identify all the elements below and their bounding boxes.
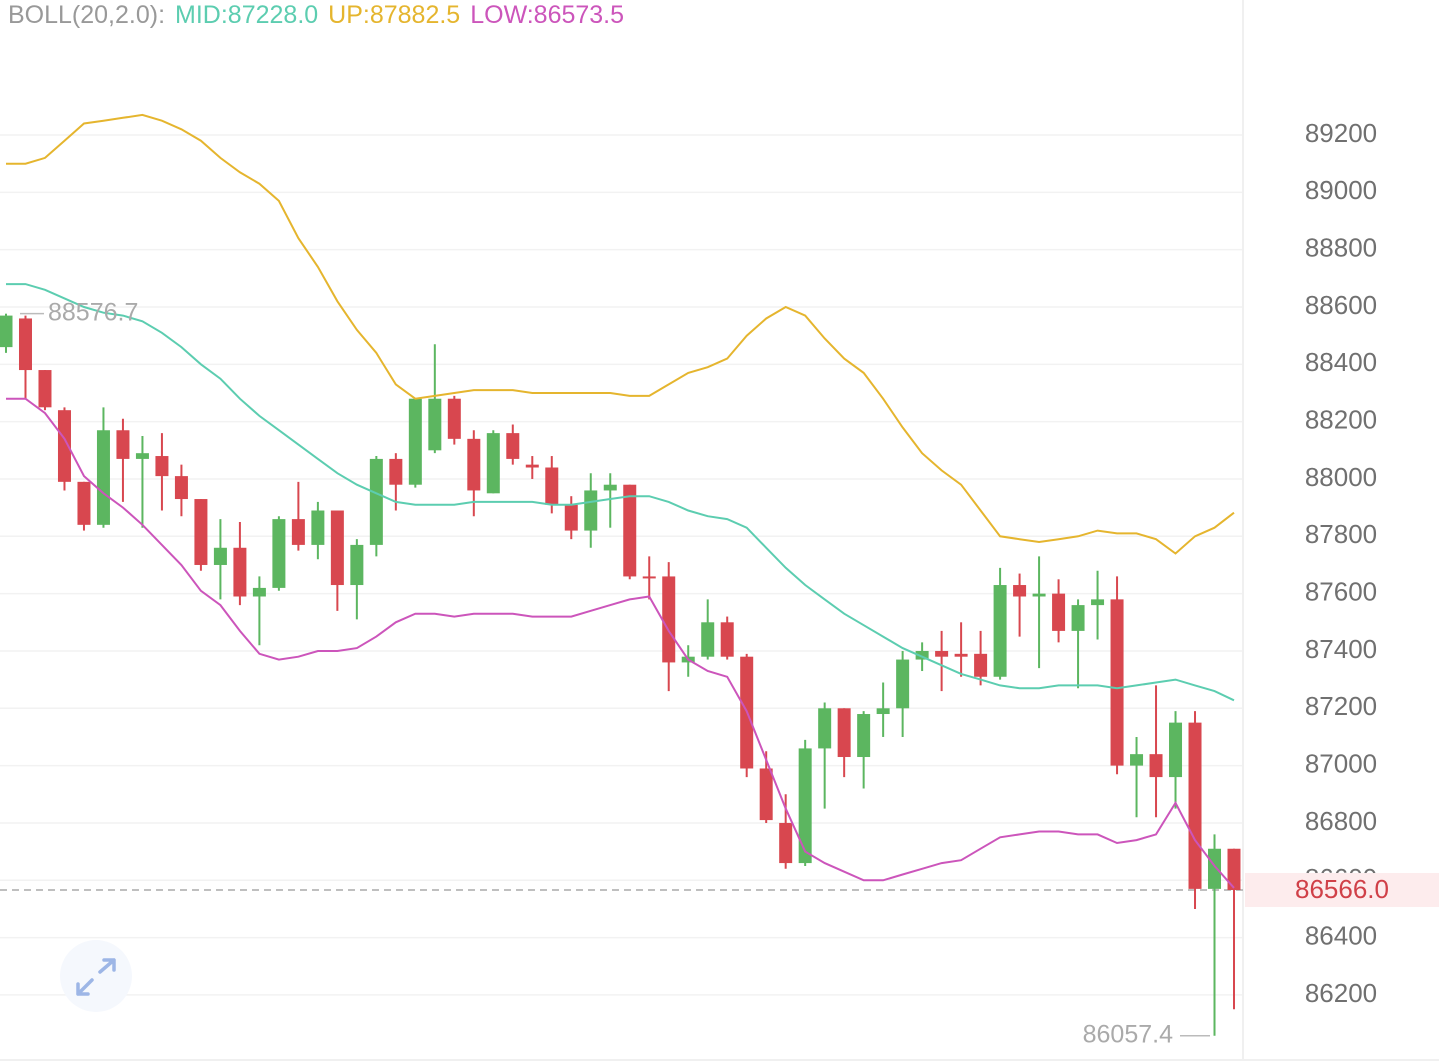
candle-body (759, 768, 773, 821)
candle-body (155, 456, 169, 477)
band-line (6, 397, 1235, 889)
candle-body (213, 547, 227, 565)
current-price-label: 86566.0 (1295, 874, 1389, 904)
candle-body (896, 659, 910, 709)
y-tick-label: 87800 (1305, 519, 1377, 549)
y-tick-label: 89000 (1305, 175, 1377, 205)
candle-body (662, 576, 676, 663)
candle-body (428, 398, 442, 451)
candle-body (857, 714, 871, 758)
y-tick-label: 86400 (1305, 920, 1377, 950)
y-tick-label: 89200 (1305, 118, 1377, 148)
candle-body (1013, 585, 1027, 597)
indicator-label: BOLL(20,2.0): (8, 1, 165, 29)
candle-body (57, 410, 71, 482)
candle-body (467, 438, 481, 491)
candle-body (194, 499, 208, 565)
candle-body (18, 318, 32, 371)
candle-body (272, 519, 286, 588)
y-tick-label: 88800 (1305, 233, 1377, 263)
legend-entry: UP:87882.5 (328, 1, 460, 29)
candle-body (545, 467, 559, 505)
candle-body (1071, 605, 1085, 631)
candle-body (954, 653, 968, 657)
candle-body (993, 585, 1007, 677)
candle-body (525, 464, 539, 468)
candle-body (330, 510, 344, 586)
candle-body (974, 653, 988, 677)
candle-body (389, 458, 403, 485)
candle-body (291, 519, 305, 545)
candle-body (915, 650, 929, 660)
candle-body (77, 481, 91, 525)
candle-body (486, 433, 500, 494)
candle-body (1091, 599, 1105, 606)
candle-body (1208, 848, 1222, 889)
legend-entry: LOW:86573.5 (470, 1, 624, 29)
candle-body (506, 433, 520, 459)
candle-body (96, 430, 110, 525)
band-line (6, 113, 1235, 555)
expand-circle[interactable] (60, 940, 132, 1012)
legend-entry: MID:87228.0 (175, 1, 318, 29)
candle-body (701, 622, 715, 657)
candle-body (174, 476, 188, 500)
y-tick-label: 88400 (1305, 347, 1377, 377)
y-tick-label: 87400 (1305, 634, 1377, 664)
y-tick-label: 88200 (1305, 405, 1377, 435)
candle-body (1032, 593, 1046, 597)
candle-body (623, 484, 637, 577)
candle-body (642, 576, 656, 579)
y-tick-label: 86200 (1305, 978, 1377, 1008)
expand-button[interactable] (60, 940, 132, 1012)
candle-body (1149, 754, 1163, 778)
candle-body (935, 650, 949, 657)
candle-body (233, 547, 247, 597)
y-tick-label: 86800 (1305, 806, 1377, 836)
candle-body (311, 510, 325, 545)
candle-body (1227, 848, 1241, 891)
min-marker-label: 86057.4 (1083, 1020, 1173, 1048)
candle-body (837, 708, 851, 758)
candle-body (1169, 722, 1183, 778)
candle-body (1130, 754, 1144, 766)
candle-body (1110, 599, 1124, 766)
expand-icon[interactable] (76, 958, 116, 996)
candle-body (603, 484, 617, 491)
candle-body (252, 587, 266, 597)
y-tick-label: 87600 (1305, 577, 1377, 607)
candle-body (1052, 593, 1066, 631)
candles (0, 313, 1241, 1036)
y-tick-label: 87200 (1305, 691, 1377, 721)
current-price-box (1245, 873, 1439, 908)
y-tick-label: 88000 (1305, 462, 1377, 492)
candle-body (350, 544, 364, 586)
candle-body (720, 622, 734, 657)
legend: BOLL(20,2.0): MID:87228.0 UP:87882.5 LOW:86… (8, 1, 624, 29)
candle-body (1188, 722, 1202, 889)
candle-body (564, 504, 578, 531)
candle-body (135, 453, 149, 459)
candle-body (116, 430, 130, 459)
candle-body (447, 398, 461, 439)
candle-body (779, 822, 793, 864)
candle-body (818, 708, 832, 749)
y-tick-label: 87000 (1305, 748, 1377, 778)
max-marker-label: 88576.7 (48, 298, 138, 326)
candle-body (369, 458, 383, 545)
candle-body (38, 370, 52, 408)
y-tick-label: 88600 (1305, 290, 1377, 320)
band-line (6, 283, 1235, 702)
grid (0, 134, 1243, 996)
candle-body (584, 490, 598, 531)
candle-body (408, 398, 422, 485)
candle-body (0, 315, 13, 348)
candle-body (798, 748, 812, 864)
candle-body (876, 708, 890, 715)
